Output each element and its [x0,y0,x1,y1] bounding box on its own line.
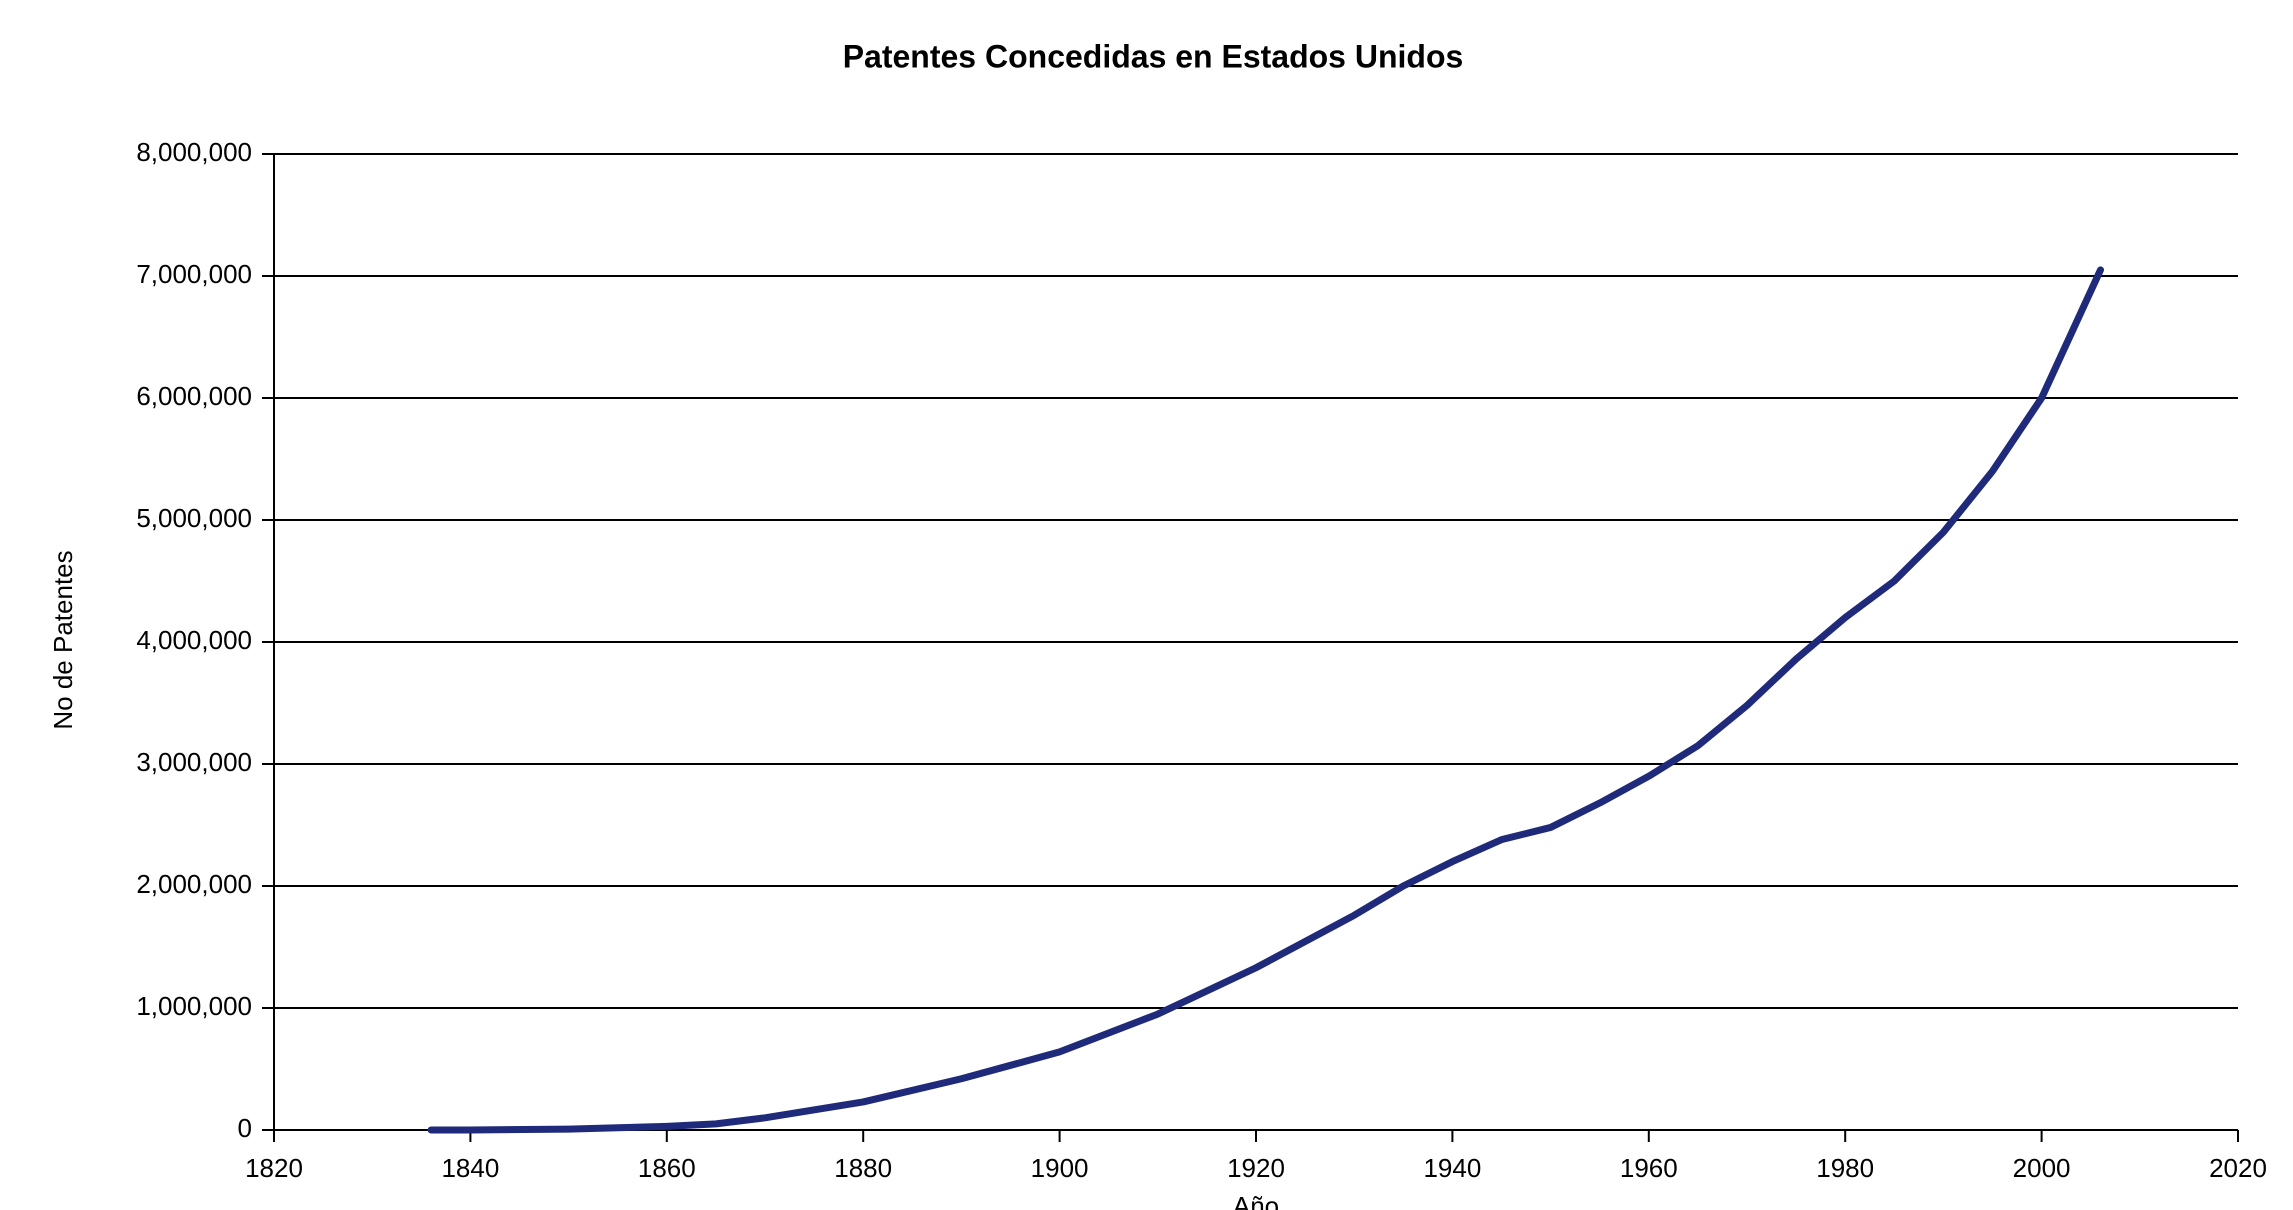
y-tick-label: 2,000,000 [136,869,252,899]
y-tick-label: 4,000,000 [136,625,252,655]
x-tick-label: 1860 [638,1153,696,1183]
chart-title: Patentes Concedidas en Estados Unidos [843,38,1464,74]
y-tick-label: 6,000,000 [136,381,252,411]
y-axis-label: No de Patentes [48,550,78,729]
y-tick-label: 1,000,000 [136,991,252,1021]
x-tick-label: 1820 [245,1153,303,1183]
y-tick-label: 8,000,000 [136,137,252,167]
x-tick-label: 1980 [1816,1153,1874,1183]
x-tick-label: 2020 [2209,1153,2267,1183]
y-tick-label: 7,000,000 [136,259,252,289]
y-tick-label: 3,000,000 [136,747,252,777]
x-axis-label: Año [1233,1191,1279,1210]
x-tick-label: 2000 [2013,1153,2071,1183]
y-tick-label: 0 [238,1113,252,1143]
x-tick-label: 1960 [1620,1153,1678,1183]
x-tick-label: 1840 [441,1153,499,1183]
x-tick-label: 1940 [1423,1153,1481,1183]
x-tick-label: 1900 [1031,1153,1089,1183]
data-line [427,266,2105,1134]
x-tick-label: 1880 [834,1153,892,1183]
y-tick-label: 5,000,000 [136,503,252,533]
x-tick-label: 1920 [1227,1153,1285,1183]
